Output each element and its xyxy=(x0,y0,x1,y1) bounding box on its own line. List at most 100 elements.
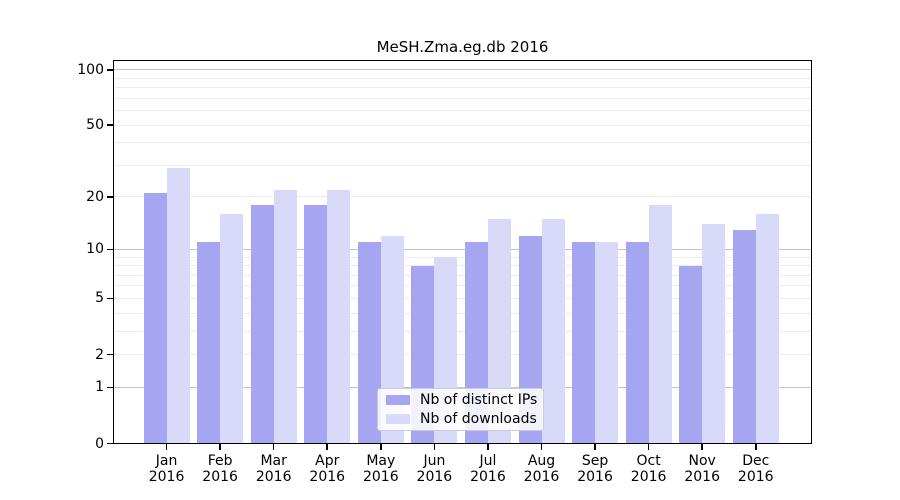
bar-distinct-ips xyxy=(143,193,167,444)
y-tick-mark xyxy=(107,297,113,300)
y-tick-mark xyxy=(107,442,113,445)
x-tick-label-line: 2016 xyxy=(470,468,506,485)
x-tick-mark xyxy=(701,443,703,450)
x-tick-mark xyxy=(594,443,596,450)
bar-distinct-ips xyxy=(572,242,596,444)
x-tick-mark xyxy=(380,443,382,450)
bar-distinct-ips xyxy=(304,205,328,444)
x-tick-label: Mar 2016 xyxy=(242,453,306,485)
x-tick-label-line: Jul xyxy=(479,452,497,469)
x-tick-label-line: 2016 xyxy=(416,468,453,485)
bar-distinct-ips xyxy=(357,242,381,444)
x-tick-label-line: 2016 xyxy=(684,468,720,485)
bar-downloads xyxy=(327,189,351,444)
x-tick-mark xyxy=(272,443,275,450)
legend-label-distinct-ips: Nb of distinct IPs xyxy=(420,392,538,408)
x-tick-mark xyxy=(433,443,436,450)
major-gridline xyxy=(113,248,812,250)
legend-swatch-distinct-ips-icon xyxy=(386,395,410,405)
x-tick-label: Jan 2016 xyxy=(135,453,199,485)
legend-swatch-downloads-icon xyxy=(386,414,410,424)
bar-distinct-ips xyxy=(732,229,756,444)
x-tick-label-line: 2016 xyxy=(577,468,613,485)
x-tick-label-line: Dec xyxy=(742,452,770,469)
minor-gridline xyxy=(113,164,812,166)
bar-downloads xyxy=(220,214,244,444)
y-tick-label: 5 xyxy=(95,290,104,307)
x-tick-label: Apr 2016 xyxy=(295,453,359,485)
x-tick-label-line: May xyxy=(366,452,396,469)
x-tick-label-line: Jan xyxy=(155,452,178,469)
bar-downloads xyxy=(273,189,297,444)
minor-gridline xyxy=(113,110,812,112)
legend-label-downloads: Nb of downloads xyxy=(420,411,537,427)
x-tick-mark xyxy=(647,443,650,450)
x-tick-label: Jun 2016 xyxy=(402,453,466,485)
x-tick-label-line: 2016 xyxy=(523,468,560,485)
y-tick-label: 0 xyxy=(95,435,104,452)
x-tick-label-line: 2016 xyxy=(737,468,774,485)
bar-distinct-ips xyxy=(625,242,649,444)
minor-gridline xyxy=(113,330,812,332)
bar-downloads xyxy=(755,214,779,444)
major-gridline xyxy=(113,386,812,388)
x-tick-mark xyxy=(754,443,757,450)
y-tick-mark xyxy=(107,69,113,71)
minor-gridline xyxy=(113,97,812,99)
bar-downloads xyxy=(648,205,672,444)
y-tick-mark xyxy=(107,386,113,389)
y-tick-mark xyxy=(107,248,113,251)
x-tick-label-line: Sep xyxy=(581,452,609,469)
x-tick-label-line: Aug xyxy=(527,452,556,469)
major-gridline xyxy=(113,69,812,71)
minor-gridline xyxy=(113,196,812,198)
minor-gridline xyxy=(113,274,812,276)
x-tick-label-line: Mar xyxy=(260,452,287,469)
bar-downloads xyxy=(595,242,619,444)
x-tick-label-line: 2016 xyxy=(148,468,185,485)
x-tick-label: Jul 2016 xyxy=(456,453,520,485)
legend-item-downloads: Nb of downloads xyxy=(386,411,537,427)
y-tick-label: 10 xyxy=(86,241,104,258)
x-tick-label-line: Oct xyxy=(636,452,661,469)
bar-downloads xyxy=(487,218,511,444)
x-tick-label-line: 2016 xyxy=(202,468,238,485)
x-tick-label-line: Apr xyxy=(315,452,340,469)
chart-title: MeSH.Zma.eg.db 2016 xyxy=(376,38,549,56)
bar-distinct-ips xyxy=(197,242,221,444)
x-tick-label-line: Feb xyxy=(207,452,233,469)
y-tick-label: 20 xyxy=(86,188,104,205)
bar-downloads xyxy=(702,224,726,444)
bar-downloads xyxy=(541,218,565,444)
y-tick-label: 100 xyxy=(77,61,104,78)
bar-distinct-ips xyxy=(250,205,274,444)
minor-gridline xyxy=(113,354,812,356)
y-tick-mark xyxy=(107,124,113,126)
legend: Nb of distinct IPs Nb of downloads xyxy=(377,388,544,431)
minor-gridline xyxy=(113,312,812,314)
legend-item-distinct-ips: Nb of distinct IPs xyxy=(386,392,538,408)
minor-gridline xyxy=(113,142,812,144)
minor-gridline xyxy=(113,297,812,299)
x-tick-label: Sep 2016 xyxy=(563,453,627,485)
y-tick-mark xyxy=(107,353,113,356)
y-tick-label: 1 xyxy=(95,379,104,396)
x-tick-label: Nov 2016 xyxy=(670,453,734,485)
x-tick-label-line: Nov xyxy=(688,452,716,469)
x-tick-label: Feb 2016 xyxy=(188,453,252,485)
x-tick-label: Dec 2016 xyxy=(724,453,788,485)
x-tick-label-line: 2016 xyxy=(630,468,667,485)
bar-downloads xyxy=(166,168,190,444)
x-tick-label-line: 2016 xyxy=(309,468,346,485)
x-tick-mark xyxy=(487,443,489,450)
minor-gridline xyxy=(113,77,812,79)
x-tick-label-line: 2016 xyxy=(255,468,292,485)
x-tick-mark xyxy=(219,443,221,450)
minor-gridline xyxy=(113,256,812,258)
minor-gridline xyxy=(113,124,812,126)
x-tick-mark xyxy=(165,443,168,450)
x-tick-label-line: Jun xyxy=(423,452,446,469)
x-tick-label-line: 2016 xyxy=(362,468,399,485)
x-tick-label: Oct 2016 xyxy=(617,453,681,485)
